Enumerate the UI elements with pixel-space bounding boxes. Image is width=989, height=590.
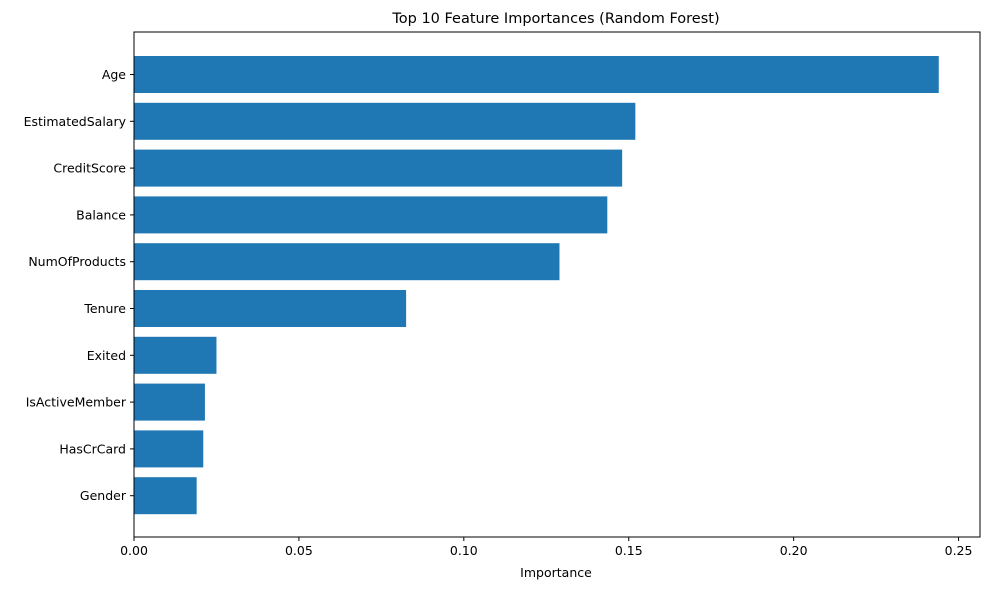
y-tick-label: NumOfProducts [28, 254, 126, 269]
chart-title: Top 10 Feature Importances (Random Fores… [391, 11, 719, 27]
x-tick-label: 0.10 [450, 543, 478, 558]
x-tick-label: 0.05 [285, 543, 313, 558]
y-tick-label: HasCrCard [59, 441, 126, 456]
y-tick-label: Gender [80, 488, 127, 503]
y-axis-ticks: Age EstimatedSalary CreditScore Balance NumO… [24, 67, 134, 503]
bar-hascrcard [134, 430, 204, 468]
bar-numofproducts [134, 243, 560, 281]
bar-creditscore [134, 149, 623, 187]
bar-age [134, 56, 939, 93]
x-tick-label: 0.20 [780, 543, 808, 558]
bars-group [134, 56, 939, 515]
y-tick-label: Balance [76, 207, 126, 222]
bar-exited [134, 336, 217, 374]
y-tick-label: Tenure [83, 301, 126, 316]
y-tick-label: Exited [87, 348, 126, 363]
bar-balance [134, 196, 608, 234]
plot-frame [133, 31, 981, 538]
bar-tenure [134, 290, 407, 327]
x-axis-label: Importance [520, 565, 592, 580]
bar-isactivemember [134, 383, 205, 421]
bar-gender [134, 477, 197, 515]
y-tick-label: EstimatedSalary [24, 114, 127, 129]
x-tick-label: 0.00 [120, 543, 148, 558]
bar-estimatedsalary [134, 102, 636, 140]
y-tick-label: IsActiveMember [26, 395, 127, 410]
x-tick-label: 0.25 [945, 543, 973, 558]
x-tick-label: 0.15 [615, 543, 643, 558]
y-tick-label: CreditScore [53, 161, 126, 176]
y-tick-label: Age [102, 67, 126, 82]
x-axis-ticks: 0.00 0.05 0.10 0.15 0.20 0.25 [120, 537, 972, 558]
